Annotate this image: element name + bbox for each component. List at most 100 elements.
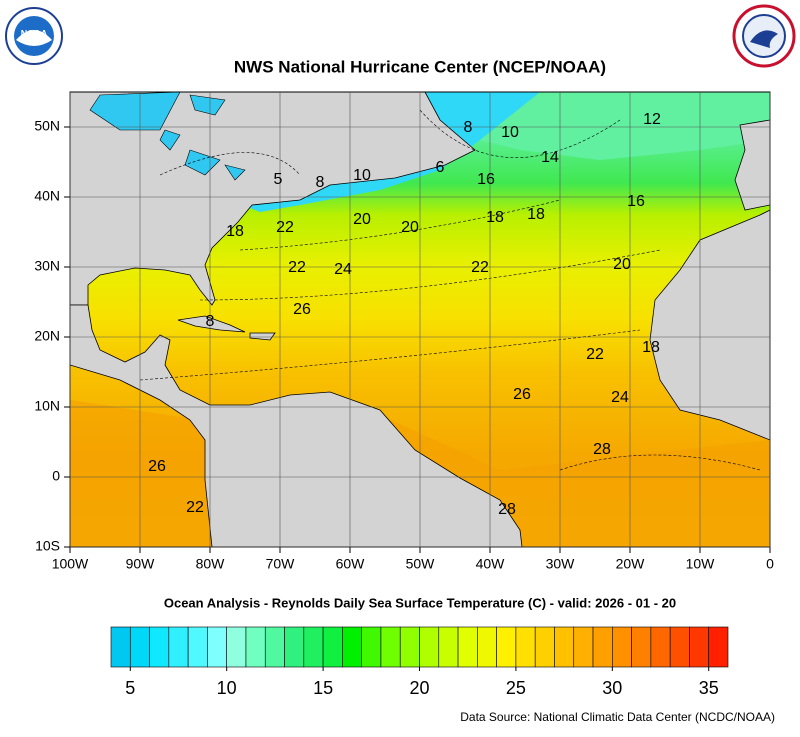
- x-tick-label: 60W: [336, 556, 366, 572]
- contour-label: 22: [586, 346, 604, 363]
- colorbar-label: 20: [409, 678, 429, 698]
- x-tick-label: 50W: [406, 556, 436, 572]
- colorbar-label: 15: [313, 678, 333, 698]
- central-south-america: [70, 304, 523, 547]
- contour-label: 12: [643, 111, 661, 128]
- colorbar-label: 25: [506, 678, 526, 698]
- colorbar-cell: [496, 626, 517, 668]
- colorbar-cell: [149, 626, 170, 668]
- colorbar-cell: [554, 626, 575, 668]
- contour-label: 20: [353, 211, 371, 228]
- contour-label: 8: [206, 313, 215, 330]
- europe: [734, 119, 770, 211]
- colorbar-cell: [110, 626, 131, 668]
- y-tick-label: 20N: [34, 328, 60, 344]
- contour-label: 26: [293, 301, 311, 318]
- colorbar-cell: [342, 626, 362, 668]
- colorbar-cell: [457, 626, 478, 668]
- contour-label: 10: [353, 167, 371, 184]
- x-tick-label: 70W: [266, 556, 296, 572]
- x-tick-label: 100W: [52, 556, 89, 572]
- colorbar-cell: [669, 626, 690, 668]
- hispaniola: [249, 332, 276, 341]
- colorbar-cell: [284, 626, 305, 668]
- colorbar-cell: [168, 626, 189, 668]
- colorbar-cell: [361, 626, 382, 668]
- contour-label: 16: [627, 193, 645, 210]
- contour-label: 8: [316, 174, 325, 191]
- colorbar-cell: [264, 626, 285, 668]
- x-tick-label: 80W: [196, 556, 226, 572]
- x-tick-label: 10W: [686, 556, 716, 572]
- contour-label: 18: [642, 339, 660, 356]
- logo-text: NOAA: [21, 28, 48, 38]
- colorbar-cell: [187, 626, 208, 668]
- colorbar-cell: [573, 626, 594, 668]
- colorbar-cell: [207, 626, 227, 668]
- y-tick-label: 10S: [35, 538, 60, 554]
- colorbar-cell: [534, 626, 555, 668]
- contour-label: 28: [498, 501, 516, 518]
- logo-noaa: NOAA: [5, 7, 63, 65]
- y-tick-label: 0: [52, 468, 60, 484]
- colorbar-cell: [322, 626, 343, 668]
- contour-label: 22: [288, 259, 306, 276]
- logo-nws: [732, 4, 796, 68]
- contour-label: 22: [276, 219, 294, 236]
- colorbar-cell: [380, 626, 401, 668]
- colorbar-cell: [419, 626, 440, 668]
- data-source: Data Source: National Climatic Data Cent…: [460, 710, 775, 724]
- colorbar-label: 5: [125, 678, 135, 698]
- contour-label: 18: [226, 223, 244, 240]
- colorbar-cell: [477, 626, 497, 668]
- contour-label: 26: [513, 386, 531, 403]
- colorbar-cell: [612, 626, 632, 668]
- contour-label: 8: [464, 119, 473, 136]
- colorbar-cell: [650, 626, 671, 668]
- colorbar-cell: [438, 626, 459, 668]
- colorbar-label: 35: [699, 678, 719, 698]
- contour-label: 24: [334, 261, 352, 278]
- contour-label: 20: [613, 256, 631, 273]
- contour-label: 18: [527, 206, 545, 223]
- colorbar-cell: [399, 626, 420, 668]
- colorbar-cell: [515, 626, 536, 668]
- y-tick-label: 50N: [34, 118, 60, 134]
- y-tick-label: 40N: [34, 188, 60, 204]
- contour-label: 22: [186, 499, 204, 516]
- contour-label: 26: [148, 458, 166, 475]
- contour-label: 10: [501, 124, 519, 141]
- contour-label: 6: [436, 159, 445, 176]
- colorbar-cell: [708, 626, 729, 668]
- contour-lines: [139, 109, 761, 471]
- contour-label: 5: [274, 171, 283, 188]
- colorbar-cell: [592, 626, 613, 668]
- great-lakes: [159, 94, 246, 181]
- colorbar-label: 30: [602, 678, 622, 698]
- x-tick-label: 20W: [616, 556, 646, 572]
- contour-label: 18: [486, 209, 504, 226]
- cool-water: [480, 92, 770, 160]
- colorbar-cell: [226, 626, 247, 668]
- contour-label: 16: [477, 171, 495, 188]
- colorbar-cell: [129, 626, 150, 668]
- x-tick-label: 0: [766, 556, 774, 572]
- colorbar-cell: [631, 626, 652, 668]
- contour-label: 24: [611, 389, 629, 406]
- contour-label: 28: [593, 441, 611, 458]
- cuba: [177, 315, 246, 333]
- contour-label: 20: [401, 219, 419, 236]
- colorbar-cell: [303, 626, 324, 668]
- y-tick-label: 10N: [34, 398, 60, 414]
- x-tick-label: 90W: [126, 556, 156, 572]
- africa: [649, 209, 770, 441]
- x-tick-label: 40W: [476, 556, 506, 572]
- subtitle: Ocean Analysis - Reynolds Daily Sea Surf…: [164, 595, 676, 610]
- colorbar-cell: [689, 626, 710, 668]
- contour-label: 14: [541, 149, 559, 166]
- y-tick-label: 30N: [34, 258, 60, 274]
- x-tick-label: 30W: [546, 556, 576, 572]
- colorbar-cell: [245, 626, 266, 668]
- colorbar-label: 10: [217, 678, 237, 698]
